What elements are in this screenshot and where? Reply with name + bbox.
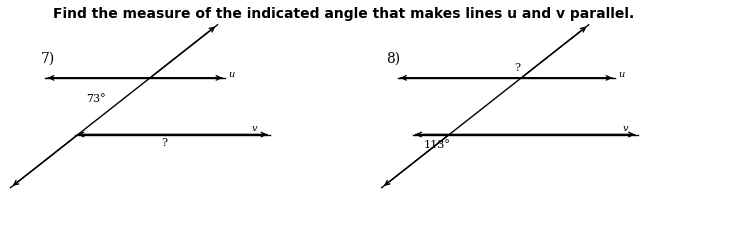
Text: v: v (622, 124, 628, 133)
Text: Find the measure of the indicated angle that makes lines u and v parallel.: Find the measure of the indicated angle … (53, 7, 634, 21)
Text: 8): 8) (386, 52, 400, 66)
Text: ?: ? (161, 138, 167, 148)
Text: v: v (251, 124, 257, 133)
Text: ?: ? (514, 63, 520, 73)
Text: u: u (229, 70, 235, 79)
Text: u: u (619, 70, 625, 79)
Text: 113°: 113° (424, 140, 451, 150)
Text: 73°: 73° (86, 94, 106, 104)
Text: 7): 7) (41, 52, 56, 66)
